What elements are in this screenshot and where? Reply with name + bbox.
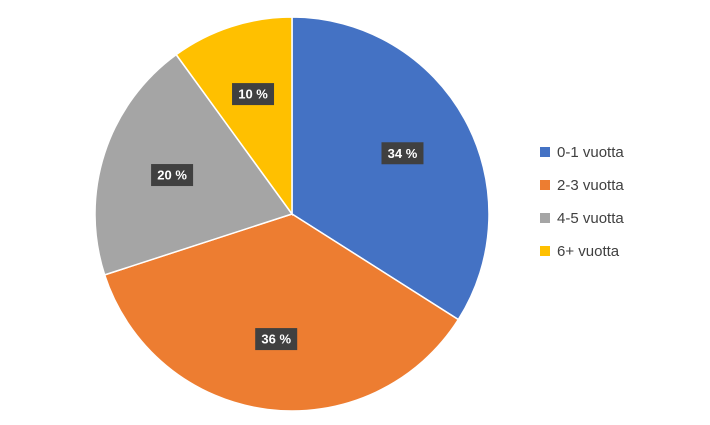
pie-slice-6plus-vuotta: [175, 16, 293, 217]
legend-label: 0-1 vuotta: [557, 144, 624, 161]
legend: 0-1 vuotta 2-3 vuotta 4-5 vuotta 6+ vuotta: [540, 144, 624, 260]
data-label-text: 20 %: [157, 168, 187, 183]
data-label-box: [255, 328, 298, 351]
legend-item-4-5-vuotta: 4-5 vuotta: [540, 210, 624, 227]
legend-item-0-1-vuotta: 0-1 vuotta: [540, 144, 624, 161]
legend-swatch: [540, 213, 550, 223]
legend-swatch: [540, 147, 550, 157]
data-label-text: 34 %: [388, 146, 418, 161]
data-label-4-5-vuotta: 20 %: [151, 164, 194, 187]
pie-slices: [94, 16, 490, 412]
data-label-box: [151, 164, 194, 187]
legend-label: 4-5 vuotta: [557, 210, 624, 227]
pie-slice-4-5-vuotta: [94, 53, 294, 276]
legend-item-2-3-vuotta: 2-3 vuotta: [540, 177, 624, 194]
data-label-box: [381, 142, 424, 165]
data-labels: 34 % 36 % 20 % 10 %: [151, 83, 424, 351]
pie-slice-0-1-vuotta: [291, 16, 490, 321]
data-label-text: 36 %: [261, 332, 291, 347]
legend-item-6plus-vuotta: 6+ vuotta: [540, 243, 620, 260]
data-label-6plus-vuotta: 10 %: [232, 83, 275, 106]
data-label-box: [232, 83, 275, 106]
data-label-0-1-vuotta: 34 %: [381, 142, 424, 165]
legend-swatch: [540, 180, 550, 190]
legend-label: 6+ vuotta: [557, 243, 620, 260]
legend-label: 2-3 vuotta: [557, 177, 624, 194]
data-label-text: 10 %: [238, 87, 268, 102]
pie-slice-2-3-vuotta: [103, 213, 460, 412]
data-label-2-3-vuotta: 36 %: [255, 328, 298, 351]
legend-swatch: [540, 246, 550, 256]
